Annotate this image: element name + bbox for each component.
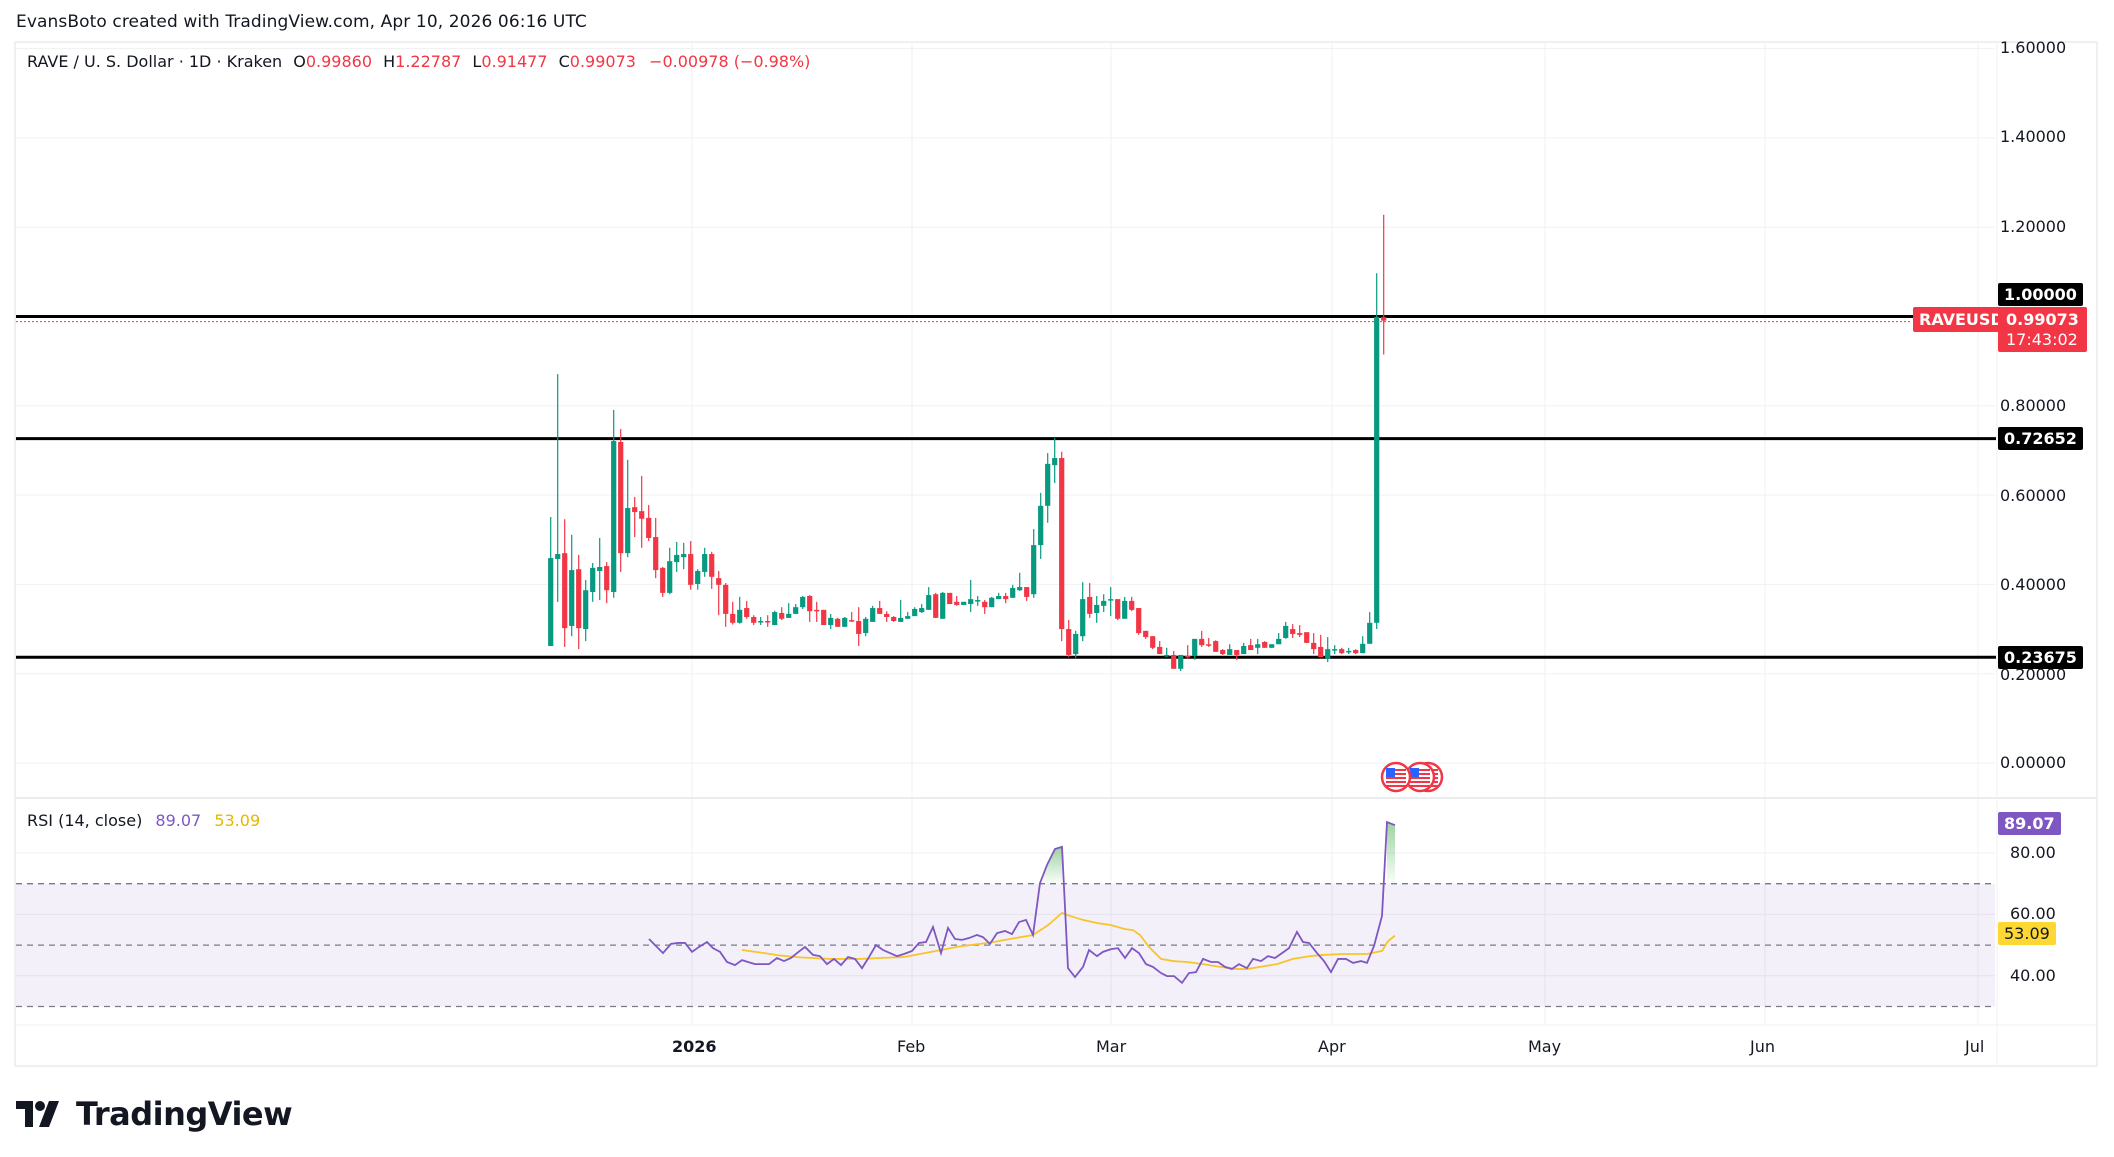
price-tick: 0.20000 — [2000, 665, 2067, 684]
time-tick: Feb — [897, 1037, 926, 1056]
chart-credit: EvansBoto created with TradingView.com, … — [16, 12, 587, 32]
price-tick: 1.40000 — [2000, 127, 2067, 146]
price-tick: 1.20000 — [2000, 217, 2067, 236]
time-tick: 2026 — [672, 1037, 717, 1056]
us-flag-event-icon[interactable] — [1380, 761, 1412, 793]
symbol-title: RAVE / U. S. Dollar · 1D · Kraken — [27, 52, 283, 71]
time-tick: Apr — [1318, 1037, 1346, 1056]
high-label: H — [383, 52, 396, 71]
rsi-tick: 60.00 — [2010, 904, 2056, 923]
event-flags — [1380, 761, 1444, 793]
level-tag-0-72652: 0.72652 — [1998, 427, 2083, 450]
gridlines — [16, 43, 2096, 1065]
low-value: 0.91477 — [481, 52, 548, 71]
symbol-legend[interactable]: RAVE / U. S. Dollar · 1D · Kraken O0.998… — [27, 52, 810, 71]
time-tick: May — [1528, 1037, 1562, 1056]
rsi-value-tag: 89.07 — [1998, 812, 2061, 835]
rsi-title: RSI (14, close) — [27, 811, 143, 830]
last-price-value: 0.99073 — [2006, 310, 2079, 329]
open-value: 0.99860 — [305, 52, 373, 71]
rsi-tick: 40.00 — [2010, 966, 2056, 985]
tradingview-logo[interactable]: TradingView — [16, 1095, 293, 1133]
rsi-ma-value: 53.09 — [214, 811, 261, 830]
tradingview-logo-text: TradingView — [76, 1095, 293, 1133]
last-price-tag: 0.99073 17:43:02 — [1998, 307, 2087, 352]
symbol-price-label: RAVEUSD — [1913, 307, 2010, 332]
time-tick: Jul — [1965, 1037, 1985, 1056]
price-tick: 0.00000 — [2000, 753, 2067, 772]
close-label: C — [558, 52, 570, 71]
close-value: 0.99073 — [569, 52, 636, 71]
time-tick: Mar — [1096, 1037, 1127, 1056]
low-label: L — [472, 52, 482, 71]
horizontal-levels — [16, 315, 1996, 659]
rsi-legend[interactable]: RSI (14, close) 89.07 53.09 — [27, 811, 260, 830]
rsi-value: 89.07 — [155, 811, 202, 830]
candlestick-series — [548, 214, 1387, 672]
level-tag-0-23675: 0.23675 — [1998, 646, 2083, 669]
chart-frame — [14, 41, 2098, 1067]
price-tick: 0.40000 — [2000, 575, 2067, 594]
level-tag-1: 1.00000 — [1998, 283, 2083, 306]
tradingview-logo-icon — [16, 1101, 59, 1127]
price-tick: 1.60000 — [2000, 38, 2067, 57]
rsi-band — [16, 883, 1995, 1008]
high-value: 1.22787 — [395, 52, 462, 71]
rsi-tick: 80.00 — [2010, 843, 2056, 862]
time-tick: Jun — [1750, 1037, 1775, 1056]
price-tick: 0.60000 — [2000, 486, 2067, 505]
bar-countdown: 17:43:02 — [2006, 330, 2078, 349]
change-value: −0.00978 (−0.98%) — [649, 52, 811, 71]
rsi-series — [648, 820, 1396, 985]
open-label: O — [293, 52, 306, 71]
rsi-ma-tag: 53.09 — [1998, 922, 2056, 945]
price-tick: 0.80000 — [2000, 396, 2067, 415]
